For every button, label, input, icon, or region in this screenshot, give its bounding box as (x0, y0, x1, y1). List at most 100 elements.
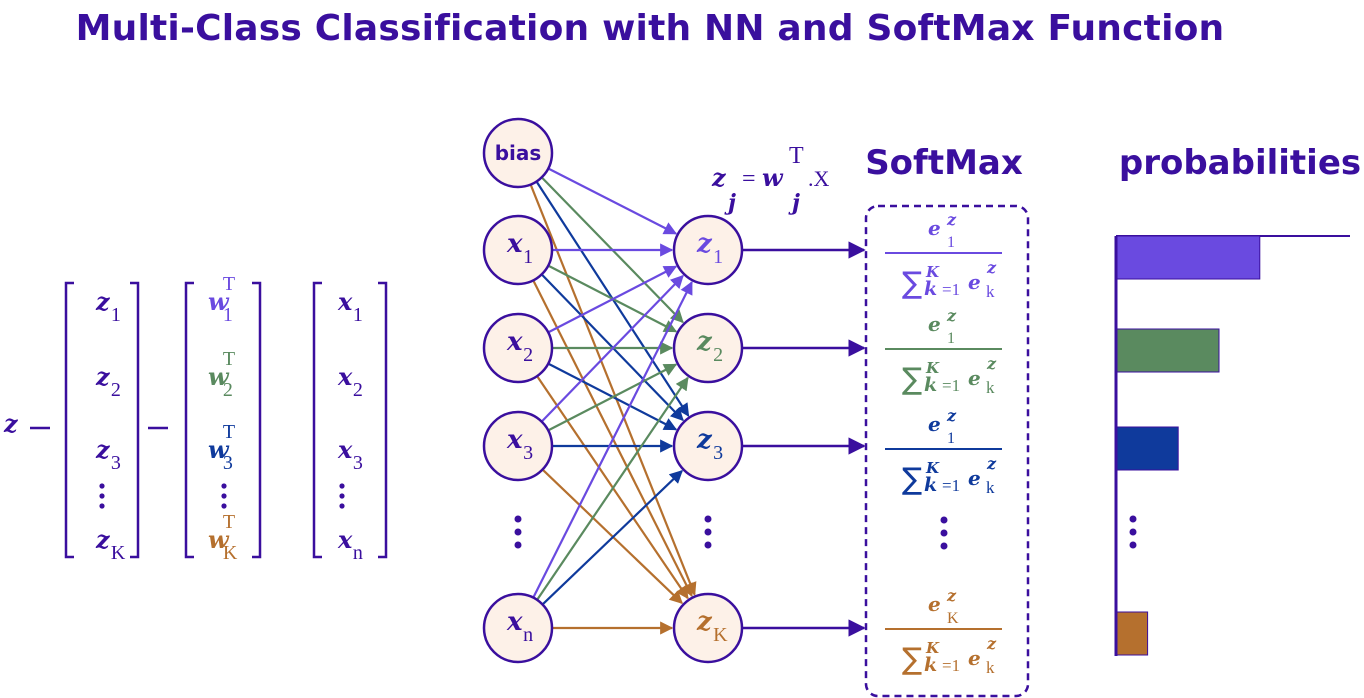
den-z: z (986, 354, 997, 373)
output-node-label-sub: 1 (713, 246, 723, 268)
x-vec-1-base: x (337, 362, 353, 391)
eq-z-sub: j (724, 190, 736, 216)
input-node (482, 117, 554, 189)
den-e: e (968, 270, 981, 294)
den-eq1: =1 (942, 656, 960, 675)
den-sum: ∑ (902, 266, 922, 301)
edge-purple (547, 265, 678, 334)
den-k: k (924, 474, 937, 496)
output-arrows (742, 241, 866, 637)
den-sum: ∑ (902, 642, 922, 677)
edge-purple (540, 274, 684, 423)
w-vec-2-sub: 3 (223, 452, 233, 474)
input-node (482, 214, 554, 286)
dot (704, 541, 712, 549)
den-e: e (968, 366, 981, 390)
x-vec-0-sub: 1 (353, 304, 363, 326)
input-node (482, 410, 554, 482)
den-z: z (986, 258, 997, 277)
dot (514, 528, 522, 536)
den-sum: ∑ (902, 462, 922, 497)
probability-bar-3 (1116, 426, 1179, 471)
edge-purple (532, 280, 693, 599)
edge-orange (529, 184, 697, 596)
input-node-label-sub: n (523, 624, 533, 646)
output-node-label-sub: 3 (713, 442, 723, 464)
x-vec-2-sub: 3 (353, 452, 363, 474)
probability-bar-2 (1116, 328, 1220, 373)
den-k: k (924, 654, 937, 676)
z-vec-0-base: z (95, 287, 111, 316)
dot (1129, 515, 1137, 523)
vec-ellipsis-dot (221, 483, 227, 489)
input-node-label-base: x (506, 327, 523, 357)
w-vec-0-base: w (208, 287, 230, 316)
vec-ellipsis-dot (221, 493, 227, 499)
softmax-term-1: e z1∑ Kk =1 ezk (885, 210, 1002, 301)
num-sub: 1 (947, 330, 955, 347)
den-eq1: =1 (942, 376, 960, 395)
input-node-label-sub: 2 (523, 344, 533, 366)
w-vec-3-sup: T (223, 511, 235, 533)
vec-ellipsis-dot (99, 483, 105, 489)
edge-blue (541, 469, 683, 606)
z-vec-1-base: z (95, 362, 111, 391)
w-vec-2-sup: T (223, 421, 235, 443)
x-vec-3-base: x (337, 525, 353, 554)
input-node-label-base: x (506, 425, 523, 455)
num-e: e (928, 312, 941, 336)
softmax-term-4: e zK∑ Kk =1 ezk (885, 586, 1002, 677)
eq-equals: = (742, 166, 756, 192)
x-vec-1-sub: 2 (353, 379, 363, 401)
x-vec-3-sub: n (353, 542, 363, 564)
softmax-box (864, 204, 1030, 698)
z-bracket-right (130, 281, 140, 559)
vec-ellipsis-dot (99, 503, 105, 509)
den-eq1: =1 (942, 280, 960, 299)
num-e: e (928, 412, 941, 436)
num-e: e (928, 216, 941, 240)
dot (514, 541, 522, 549)
output-node-label-base: z (696, 425, 713, 455)
den-e: e (968, 646, 981, 670)
dot (704, 528, 712, 536)
den-k: k (924, 278, 937, 300)
den-z: z (986, 454, 997, 473)
dot (940, 516, 948, 524)
output-node-label-base: z (696, 229, 713, 259)
vec-lhs: z (3, 409, 19, 438)
den-sub: k (986, 378, 995, 397)
edge-green (536, 376, 689, 601)
softmax-term-2: e z1∑ Kk =1 ezk (885, 306, 1002, 397)
output-node-label-base: z (696, 607, 713, 637)
input-node-label-base: x (506, 607, 523, 637)
output-node-label-sub: 2 (713, 344, 723, 366)
den-sup: K (925, 263, 940, 281)
den-eq1: =1 (942, 476, 960, 495)
page-title: Multi-Class Classification with NN and S… (75, 8, 1225, 49)
num-z: z (946, 210, 957, 229)
x-bracket-right (378, 281, 388, 559)
num-sub: K (947, 610, 959, 627)
vec-ellipsis-dot (99, 493, 105, 499)
den-sup: K (925, 459, 940, 477)
dot (704, 515, 712, 523)
eq-z: z (711, 163, 727, 192)
den-sub: k (986, 478, 995, 497)
vec-ellipsis-dot (339, 503, 345, 509)
z-vec-0-sub: 1 (111, 304, 121, 326)
dot (514, 515, 522, 523)
softmax-heading: SoftMax (865, 143, 1023, 183)
z-bracket-left (64, 281, 74, 559)
output-node-label-base: z (696, 327, 713, 357)
edge-green (547, 363, 678, 432)
num-sub: 1 (947, 234, 955, 251)
x-bracket-left (312, 281, 322, 559)
z-vec-2-sub: 3 (111, 452, 121, 474)
input-node (482, 312, 554, 384)
w-bracket-right (252, 281, 262, 559)
z-vec-1-sub: 2 (111, 379, 121, 401)
num-z: z (946, 406, 957, 425)
